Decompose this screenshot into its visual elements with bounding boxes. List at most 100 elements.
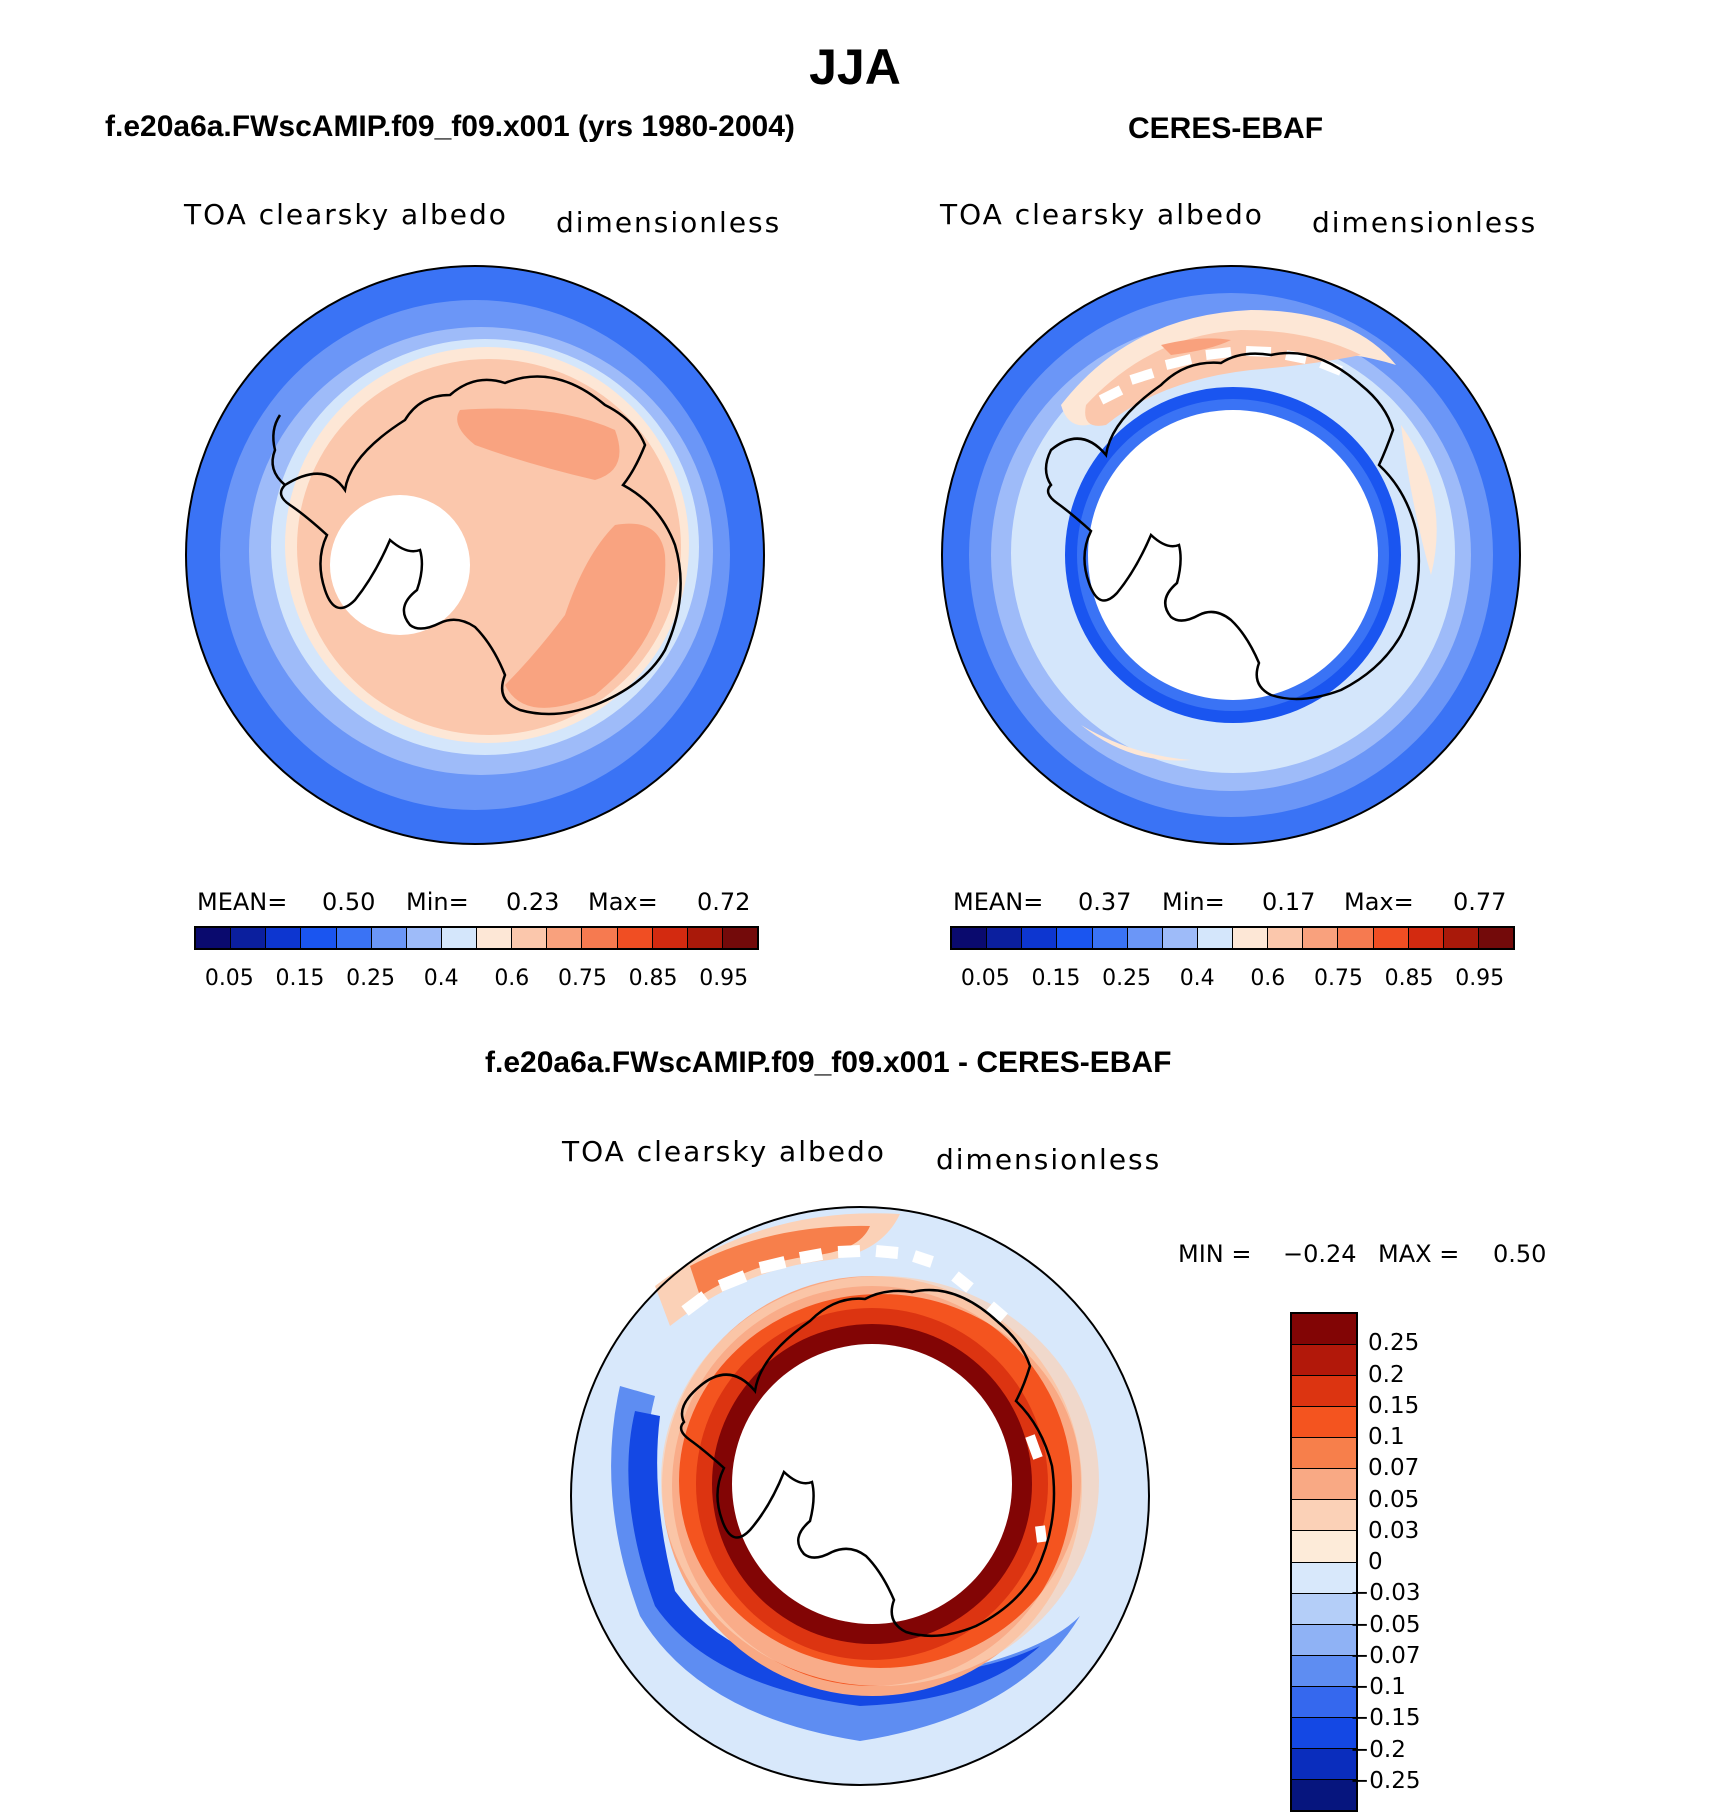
- diff-colorbar-tick-label: 0.05: [1368, 1486, 1420, 1513]
- model-colorbar-swatch: [231, 928, 267, 948]
- obs-colorbar-swatch: [987, 928, 1023, 948]
- obs-panel-subtitle: CERES-EBAF: [1128, 112, 1324, 145]
- diff-colorbar-swatch: [1292, 1686, 1356, 1718]
- obs-units-label: dimensionless: [1312, 206, 1538, 239]
- obs-mean-label: MEAN=: [953, 888, 1044, 916]
- obs-colorbar-swatch: [1408, 928, 1444, 948]
- diff-colorbar-tick-label: 0.15: [1368, 1392, 1420, 1419]
- model-variable-label: TOA clearsky albedo: [184, 198, 508, 231]
- obs-colorbar-tick-label: 0.05: [960, 966, 1010, 991]
- obs-polar-map: [941, 265, 1521, 845]
- obs-colorbar-swatch: [1092, 928, 1128, 948]
- model-colorbar: [194, 926, 759, 950]
- obs-variable-label: TOA clearsky albedo: [940, 198, 1264, 231]
- diff-colorbar-swatch: [1292, 1748, 1356, 1780]
- obs-colorbar-swatch: [1057, 928, 1093, 948]
- diff-colorbar-tick-label: −0.03: [1350, 1580, 1421, 1607]
- obs-colorbar-swatch: [1443, 928, 1479, 948]
- diff-colorbar-tick-label: 0.07: [1368, 1455, 1420, 1482]
- model-colorbar-swatch: [301, 928, 337, 948]
- diff-colorbar-swatch: [1292, 1655, 1356, 1687]
- obs-mean-value: 0.37: [1078, 888, 1132, 916]
- diff-polar-map: [570, 1206, 1150, 1786]
- model-colorbar-tick-label: 0.05: [204, 966, 254, 991]
- obs-colorbar-swatch: [1268, 928, 1304, 948]
- diff-colorbar-swatch: [1292, 1531, 1356, 1563]
- diff-colorbar-swatch: [1292, 1562, 1356, 1594]
- model-colorbar-swatch: [582, 928, 618, 948]
- diff-variable-label: TOA clearsky albedo: [562, 1135, 886, 1168]
- diff-max-value: 0.50: [1493, 1240, 1547, 1268]
- diff-colorbar-swatch: [1292, 1593, 1356, 1625]
- obs-colorbar-swatch: [1373, 928, 1409, 948]
- obs-colorbar-tick-label: 0.85: [1384, 966, 1434, 991]
- diff-colorbar-tick-label: −0.07: [1350, 1642, 1421, 1669]
- obs-colorbar-swatch: [1127, 928, 1163, 948]
- diff-colorbar-swatch: [1292, 1438, 1356, 1470]
- obs-colorbar-tick-label: 0.4: [1179, 966, 1215, 991]
- model-colorbar-swatch: [266, 928, 302, 948]
- diff-colorbar-tick-label: −0.15: [1350, 1705, 1421, 1732]
- diff-colorbar-ticks: 0.25 0.2 0.15 0.1 0.07 0.05 0.03 0 −0.03 −0.05 −0.…: [1350, 1312, 1484, 1812]
- obs-colorbar-swatch: [1162, 928, 1198, 948]
- obs-colorbar-swatch: [1233, 928, 1269, 948]
- model-polar-map: [185, 265, 765, 845]
- diff-max-label: MAX =: [1378, 1240, 1460, 1268]
- model-colorbar-swatch: [196, 928, 232, 948]
- obs-max-value: 0.77: [1453, 888, 1507, 916]
- model-colorbar-swatch: [652, 928, 688, 948]
- model-colorbar-tick-label: 0.4: [423, 966, 459, 991]
- model-colorbar-swatch: [512, 928, 548, 948]
- obs-colorbar-tick-label: 0.25: [1102, 966, 1152, 991]
- diff-colorbar: [1290, 1312, 1358, 1812]
- obs-colorbar-swatch: [1022, 928, 1058, 948]
- figure-title: JJA: [809, 39, 901, 95]
- model-colorbar-tick-label: 0.15: [275, 966, 325, 991]
- diff-colorbar-swatch: [1292, 1717, 1356, 1749]
- obs-colorbar-swatch: [952, 928, 988, 948]
- model-colorbar-tick-label: 0.75: [557, 966, 607, 991]
- diff-colorbar-tick-label: −0.1: [1350, 1674, 1406, 1700]
- obs-colorbar-swatch: [1338, 928, 1374, 948]
- diff-colorbar-tick-label: 0.03: [1368, 1517, 1420, 1544]
- obs-colorbar-tick-label: 0.75: [1313, 966, 1363, 991]
- model-panel-subtitle: f.e20a6a.FWscAMIP.f09_f09.x001 (yrs 1980…: [105, 110, 795, 143]
- diff-panel-subtitle: f.e20a6a.FWscAMIP.f09_f09.x001 - CERES-E…: [485, 1046, 1172, 1079]
- diff-colorbar-swatch: [1292, 1376, 1356, 1408]
- obs-max-label: Max=: [1344, 888, 1414, 916]
- diff-colorbar-swatch: [1292, 1779, 1356, 1810]
- diff-colorbar-swatch: [1292, 1500, 1356, 1532]
- model-colorbar-swatch: [617, 928, 653, 948]
- diff-colorbar-swatch: [1292, 1345, 1356, 1377]
- model-max-value: 0.72: [697, 888, 751, 916]
- model-mean-label: MEAN=: [197, 888, 288, 916]
- model-colorbar-swatch: [371, 928, 407, 948]
- model-colorbar-swatch: [722, 928, 757, 948]
- diff-colorbar-swatch: [1292, 1469, 1356, 1501]
- diff-colorbar-tick-label: −0.25: [1350, 1767, 1421, 1794]
- model-colorbar-swatch: [687, 928, 723, 948]
- obs-colorbar-tick-label: 0.15: [1031, 966, 1081, 991]
- diff-colorbar-tick-label: 0: [1368, 1549, 1383, 1575]
- diff-colorbar-swatch: [1292, 1407, 1356, 1439]
- model-colorbar-swatch: [547, 928, 583, 948]
- obs-colorbar: [950, 926, 1515, 950]
- diff-min-label: MIN =: [1178, 1240, 1252, 1268]
- obs-min-value: 0.17: [1262, 888, 1316, 916]
- diff-colorbar-tick-label: 0.2: [1368, 1361, 1405, 1388]
- obs-colorbar-swatch: [1303, 928, 1339, 948]
- diff-colorbar-tick-label: 0.25: [1368, 1330, 1420, 1357]
- model-colorbar-tick-label: 0.95: [699, 966, 749, 991]
- obs-colorbar-tick-label: 0.95: [1455, 966, 1505, 991]
- obs-colorbar-ticks: 0.05 0.15 0.25 0.4 0.6 0.75 0.85 0.95: [950, 966, 1515, 996]
- diff-colorbar-swatch: [1292, 1314, 1356, 1346]
- diff-colorbar-tick-label: −0.2: [1350, 1736, 1406, 1763]
- model-colorbar-swatch: [406, 928, 442, 948]
- model-mean-value: 0.50: [322, 888, 376, 916]
- model-colorbar-tick-label: 0.6: [494, 966, 530, 991]
- obs-colorbar-swatch: [1478, 928, 1513, 948]
- obs-min-label: Min=: [1162, 888, 1225, 916]
- model-units-label: dimensionless: [556, 206, 782, 239]
- diff-colorbar-swatch: [1292, 1624, 1356, 1656]
- diff-min-value: −0.24: [1283, 1240, 1357, 1268]
